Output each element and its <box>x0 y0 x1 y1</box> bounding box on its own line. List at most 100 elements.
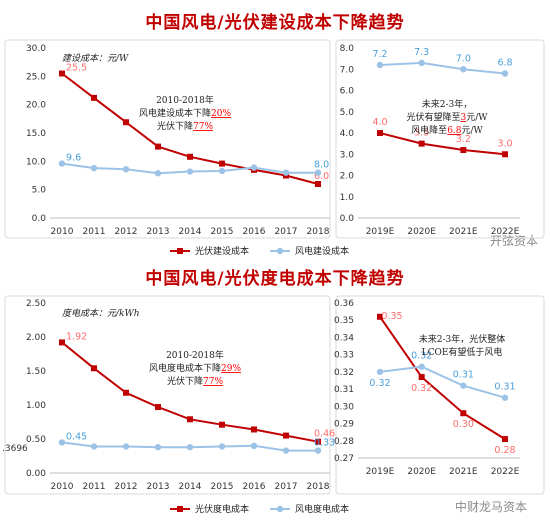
bottom-legend-solar-label: 光伏度电成本 <box>195 503 249 515</box>
annotation-part: 6.8 <box>447 126 462 136</box>
data-label-wind: 0.32 <box>411 351 432 362</box>
x-tick-label: 2011 <box>83 482 106 492</box>
x-tick-label: 2012 <box>115 227 138 237</box>
data-point-wind <box>282 169 290 176</box>
data-point-wind <box>90 443 98 450</box>
y-tick-label: 25.0 <box>26 72 46 82</box>
data-point-wind <box>460 66 467 73</box>
data-point-wind <box>418 363 425 370</box>
data-point-solar <box>460 147 467 153</box>
annotation-line: 2010-2018年 <box>166 349 224 361</box>
data-label-solar: 1.92 <box>66 331 87 342</box>
bottom-legend-wind-label: 风电度电成本 <box>295 503 349 515</box>
data-point-solar <box>123 119 129 126</box>
top-title: 中国风电/光伏建设成本下降趋势 <box>145 13 405 33</box>
series-line-wind <box>379 365 506 399</box>
data-label-wind: 7.3 <box>414 47 429 58</box>
y-tick-label: 6.0 <box>340 87 355 97</box>
series-line-solar <box>379 132 506 156</box>
data-label-wind: 9.6 <box>66 153 81 164</box>
annotation-part: 20% <box>211 109 231 119</box>
data-point-wind <box>250 164 258 171</box>
data-point-wind <box>122 166 130 173</box>
data-label-solar: 6.0 <box>314 171 329 182</box>
x-tick-label: 2018 <box>307 482 330 492</box>
annotation-part: LCOE有望低于风电 <box>422 346 503 358</box>
data-point-solar <box>377 130 383 136</box>
data-point-solar <box>187 416 193 423</box>
data-point-solar <box>315 438 321 445</box>
x-tick-label: 2011 <box>83 227 106 237</box>
data-point-solar <box>187 153 193 160</box>
annotation-part: 29% <box>221 364 241 374</box>
data-point-solar <box>283 432 289 439</box>
y-tick-label: 0.35 <box>334 316 354 326</box>
data-label-solar: 3.5 <box>414 128 429 139</box>
annotation-part: 风电建设成本下降 <box>139 107 211 119</box>
x-tick-label: 2020E <box>407 467 436 477</box>
bottom-legend-wind-marker <box>276 505 284 513</box>
data-point-solar <box>315 181 321 187</box>
x-tick-label: 2019E <box>366 467 395 477</box>
annotation-line: LCOE有望低于风电 <box>422 346 503 358</box>
y-tick-label: 0.33 <box>334 351 354 361</box>
x-tick-label: 2010 <box>51 482 74 492</box>
data-label-wind: 0.32 <box>369 378 390 389</box>
data-label-wind: 0.45 <box>66 431 87 442</box>
data-point-wind <box>314 447 322 454</box>
chart-frame-build-cost-forecast <box>335 39 545 239</box>
data-point-solar <box>251 426 257 433</box>
data-point-wind <box>154 443 162 451</box>
y-tick-label: 0.32 <box>334 368 354 378</box>
annotation-line: 2010-2018年 <box>156 94 214 106</box>
data-point-solar <box>377 313 383 320</box>
x-tick-label: 2015 <box>211 482 234 492</box>
data-point-solar <box>91 94 97 101</box>
annotation-part: 77% <box>193 122 213 132</box>
y-tick-label: 5.0 <box>32 186 47 196</box>
annotation-part: 2010-2018年 <box>166 349 224 361</box>
data-label-solar: 0.35 <box>381 311 402 322</box>
x-tick-label: 2016 <box>243 227 266 237</box>
data-point-wind <box>122 443 130 450</box>
annotation-line: 未来2-3年，光伏整体 <box>419 333 506 345</box>
y-tick-label: 20.0 <box>26 101 46 111</box>
data-point-wind <box>186 168 194 175</box>
data-point-wind <box>90 164 98 172</box>
annotation-line: 风电度电成本下降29% <box>149 362 241 374</box>
data-point-solar <box>91 365 97 372</box>
y-tick-label: 0.0 <box>32 214 47 224</box>
data-point-wind <box>154 170 162 177</box>
data-point-wind <box>376 61 384 69</box>
data-point-solar <box>59 70 65 77</box>
data-label-wind: 8.0 <box>314 160 329 171</box>
y-tick-label: 0.29 <box>334 420 354 430</box>
y-tick-label: 1.0 <box>340 193 355 203</box>
annotation-line: 光伏下降77% <box>167 375 223 387</box>
y-tick-label: 2.0 <box>340 172 355 182</box>
annotation-part: 未来2-3年， <box>422 98 473 110</box>
y-tick-label: 0.27 <box>334 454 354 464</box>
data-label-solar: 0.28 <box>494 445 515 456</box>
annotation-part: 风电度电成本下降 <box>149 362 221 374</box>
unit-label: 度电成本：元/kWh <box>62 308 140 319</box>
data-point-wind <box>460 382 467 389</box>
top-legend-solar-marker <box>177 248 183 254</box>
annotation-part: 未来2-3年，光伏整体 <box>419 333 506 345</box>
data-label-solar: 3.2 <box>456 134 471 145</box>
top-legend-solar-label: 光伏建设成本 <box>195 245 249 257</box>
data-point-wind <box>501 70 509 77</box>
y-tick-label: 3.0 <box>340 150 355 160</box>
data-point-wind <box>58 160 66 167</box>
y-tick-label: 0.0 <box>340 214 355 224</box>
bottom-legend-solar-marker <box>177 506 183 512</box>
x-tick-label: 2018 <box>307 227 330 237</box>
data-label-wind: 0.33 <box>314 438 335 449</box>
data-point-solar <box>460 410 467 417</box>
y-tick-label: 4.0 <box>340 129 355 139</box>
y-tick-label: 10.0 <box>26 157 46 167</box>
top-legend-wind-marker <box>276 247 284 255</box>
data-point-solar <box>59 339 65 346</box>
data-point-solar <box>219 421 225 428</box>
data-label-solar: 3.0 <box>497 138 512 149</box>
